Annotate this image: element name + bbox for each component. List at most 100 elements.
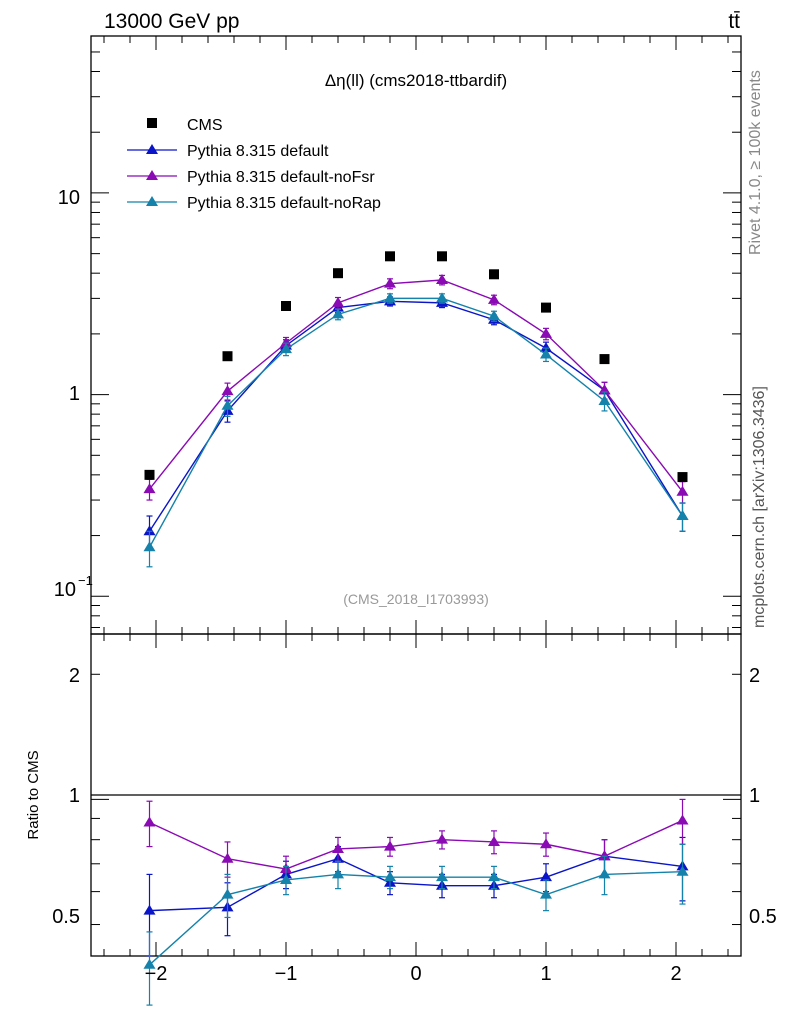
ratio-series-point-1 (143, 816, 156, 827)
ratio-series-point-2 (384, 871, 396, 882)
legend-label-cms: CMS (187, 117, 223, 134)
cms-data-point (599, 354, 610, 365)
ratio-y-tick-labels: 2 1 0.5 2 1 0.5 (52, 665, 777, 928)
ratio-data-marks (143, 798, 689, 1006)
cms-data-point (144, 469, 155, 480)
ratio-series-point-2 (598, 868, 611, 879)
ratio-series-point-0 (143, 904, 156, 915)
ratio-series-point-1 (488, 835, 500, 846)
legend-label-nofsr: Pythia 8.315 default-noFsr (187, 169, 375, 186)
main-series-point-2 (280, 343, 292, 354)
x-tick-label-1: 1 (540, 963, 551, 985)
main-series-point-1 (676, 485, 689, 496)
y-tick-label-10: 10 (58, 187, 80, 209)
ratio-series-point-2 (488, 871, 500, 882)
legend-entry-cms: CMS (147, 117, 223, 134)
main-panel: Δη(ll) (cms2018-ttbardif) (CMS_2018_I170… (54, 35, 742, 635)
ratio-series-point-0 (540, 871, 552, 882)
main-data-marks (143, 251, 689, 568)
x-tick-labels: −2 −1 0 1 2 (145, 963, 682, 985)
legend: CMS Pythia 8.315 default Pythia 8.315 de… (127, 117, 381, 212)
legend-label-norap: Pythia 8.315 default-noRap (187, 195, 381, 212)
main-series-point-2 (436, 292, 448, 303)
cms-data-point (489, 269, 499, 280)
x-tick-label-m2: −2 (145, 963, 168, 985)
ratio-y-tick-label-1: 1 (69, 785, 80, 807)
y-tick-label-1: 1 (69, 383, 80, 405)
ratio-series-point-1 (436, 833, 448, 844)
main-series-point-2 (488, 310, 500, 321)
main-series-point-1 (280, 337, 292, 348)
x-tick-label-0: 0 (410, 963, 421, 985)
main-series-point-0 (540, 342, 552, 353)
main-series-point-2 (676, 510, 689, 521)
ratio-series-point-1 (598, 850, 611, 861)
ratio-series-point-1 (540, 838, 552, 849)
main-series-point-1 (540, 327, 552, 338)
ratio-series-point-2 (221, 888, 234, 899)
ratio-series-point-2 (332, 868, 344, 879)
ratio-series-point-2 (280, 873, 292, 884)
main-series-line-1 (148, 279, 684, 493)
ratio-axis-ticks (91, 634, 741, 956)
main-series-point-2 (221, 399, 234, 410)
ratio-series-point-2 (540, 888, 552, 899)
ratio-series-line-0 (149, 855, 683, 912)
main-series-point-2 (540, 348, 552, 359)
legend-marker-default (146, 144, 158, 154)
main-series-point-1 (143, 483, 156, 494)
main-series-point-1 (332, 296, 344, 307)
legend-entry-default: Pythia 8.315 default (127, 143, 329, 160)
ratio-series-point-2 (436, 871, 448, 882)
ratio-series-point-1 (676, 814, 689, 825)
y-tick-label-0p1-exponent: −1 (78, 573, 93, 588)
legend-marker-cms (147, 118, 157, 128)
ratio-series-point-1 (221, 852, 234, 863)
legend-label-default: Pythia 8.315 default (187, 143, 329, 160)
main-series-point-2 (143, 541, 156, 552)
ratio-series-point-1 (332, 842, 344, 853)
main-axis-ticks (91, 35, 741, 634)
main-series-point-2 (598, 394, 611, 405)
main-series-line-2 (148, 297, 684, 548)
x-tick-label-m1: −1 (275, 963, 298, 985)
ratio-y-tick-label-0p5: 0.5 (52, 906, 80, 928)
legend-marker-nofsr (146, 170, 158, 180)
main-y-tick-labels: 10 1 10 −1 (54, 187, 93, 601)
ratio-series-line-2 (149, 870, 683, 966)
ratio-y-axis-label: Ratio to CMS (25, 750, 42, 839)
ratio-y-tick-label-1-right: 1 (749, 785, 760, 807)
y-tick-label-0p1-base: 10 (54, 579, 76, 601)
main-series-point-1 (384, 277, 396, 288)
ratio-series-point-1 (384, 840, 396, 851)
cms-data-point (385, 251, 395, 262)
ratio-series-line-1 (149, 819, 683, 870)
cms-data-point (677, 472, 688, 483)
cms-data-point (541, 302, 551, 313)
main-plot-title: Δη(ll) (cms2018-ttbardif) (325, 71, 507, 90)
ratio-series-point-2 (676, 865, 689, 876)
main-series-point-2 (332, 308, 344, 319)
cms-data-point (333, 268, 343, 279)
main-series-point-1 (221, 385, 234, 396)
main-series-point-1 (488, 293, 500, 304)
legend-marker-norap (146, 196, 158, 206)
y-tick-label-0p1: 10 (54, 579, 76, 601)
ratio-series-point-2 (143, 958, 156, 969)
main-series-point-0 (143, 525, 156, 536)
cms-data-point (281, 300, 291, 311)
cms-data-point (222, 351, 233, 362)
source-label: mcplots.cern.ch [arXiv:1306.3436] (751, 386, 768, 628)
cms-data-point (437, 251, 447, 262)
analysis-label: (CMS_2018_I1703993) (343, 591, 489, 607)
rivet-label: Rivet 4.1.0, ≥ 100k events (747, 70, 764, 255)
process-label: tt̄ (728, 10, 740, 33)
ratio-y-tick-label-2: 2 (69, 665, 80, 687)
legend-entry-norap: Pythia 8.315 default-noRap (127, 195, 381, 212)
ratio-y-tick-label-2-right: 2 (749, 665, 760, 687)
main-series-point-2 (384, 292, 396, 303)
ratio-panel: Ratio to CMS 2 1 0.5 2 1 0.5 (25, 633, 777, 1006)
energy-label: 13000 GeV pp (104, 10, 239, 33)
legend-entry-nofsr: Pythia 8.315 default-noFsr (127, 169, 375, 186)
